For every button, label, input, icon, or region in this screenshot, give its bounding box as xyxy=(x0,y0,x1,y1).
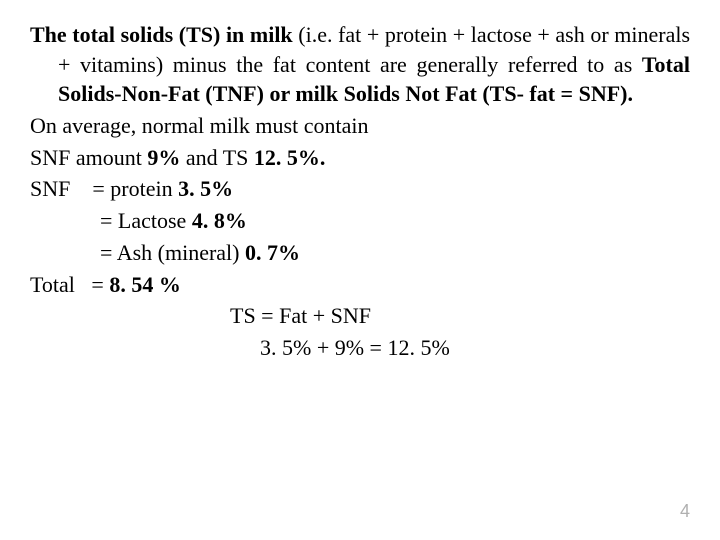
ts-term: The total solids (TS) in milk xyxy=(30,22,298,47)
ash-label: = Ash (mineral) xyxy=(100,240,245,265)
snf-amount-value: 9% xyxy=(147,145,180,170)
total-line: Total = 8. 54 % xyxy=(30,270,690,300)
average-line: On average, normal milk must contain xyxy=(30,111,690,141)
ts-label: and TS xyxy=(180,145,254,170)
protein-label: SNF = protein xyxy=(30,176,178,201)
snf-ts-amount-line: SNF amount 9% and TS 12. 5%. xyxy=(30,143,690,173)
total-label: Total = xyxy=(30,272,109,297)
protein-value: 3. 5% xyxy=(178,176,233,201)
ash-value: 0. 7% xyxy=(245,240,300,265)
ash-line: = Ash (mineral) 0. 7% xyxy=(30,238,690,268)
total-value: 8. 54 % xyxy=(109,272,181,297)
ts-formula-line: TS = Fat + SNF xyxy=(30,301,690,331)
page-number: 4 xyxy=(680,501,690,522)
snf-protein-line: SNF = protein 3. 5% xyxy=(30,174,690,204)
document-body: The total solids (TS) in milk (i.e. fat … xyxy=(0,0,720,363)
lactose-label: = Lactose xyxy=(100,208,192,233)
lactose-line: = Lactose 4. 8% xyxy=(30,206,690,236)
paragraph-definition: The total solids (TS) in milk (i.e. fat … xyxy=(30,20,690,109)
snf-amount-label: SNF amount xyxy=(30,145,147,170)
ts-amount-value: 12. 5%. xyxy=(254,145,326,170)
lactose-value: 4. 8% xyxy=(192,208,247,233)
ts-calc-line: 3. 5% + 9% = 12. 5% xyxy=(30,333,690,363)
